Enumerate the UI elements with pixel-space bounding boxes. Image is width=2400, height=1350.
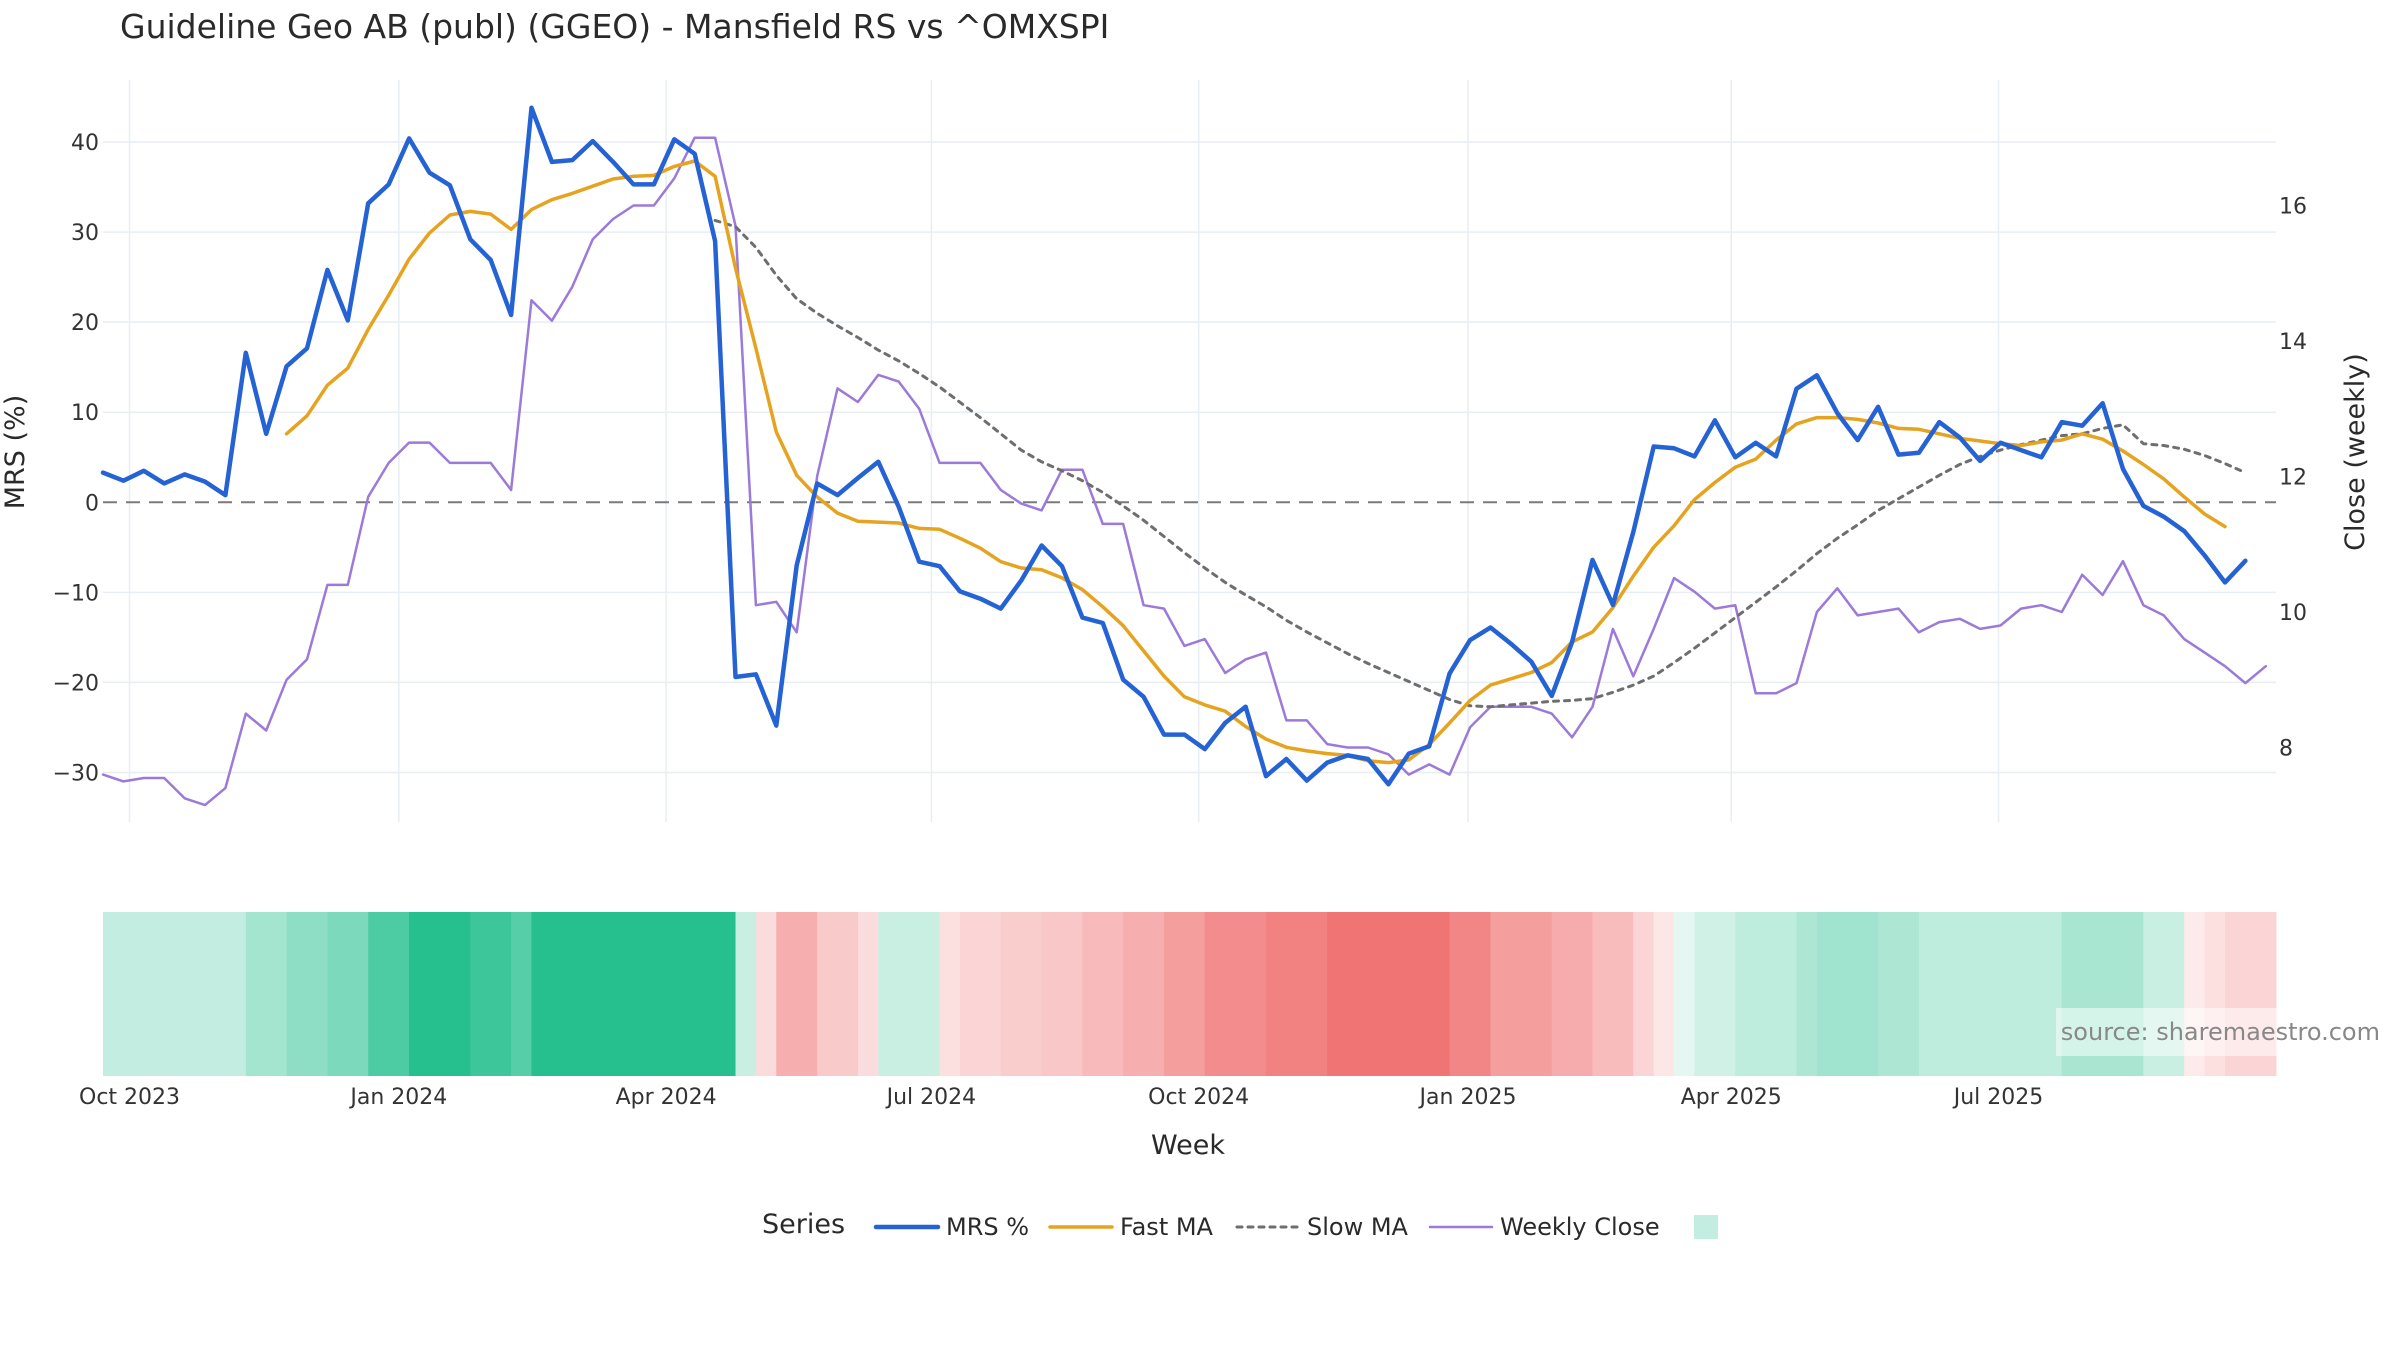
legend-swatch-strip xyxy=(1694,1215,1718,1239)
x-tick-label: Oct 2024 xyxy=(1148,1085,1249,1110)
heatmap-cell xyxy=(1592,912,1634,1076)
x-tick-label: Jul 2024 xyxy=(885,1085,977,1110)
heatmap-cell xyxy=(1918,912,1981,1076)
heatmap-cell xyxy=(511,912,532,1076)
y-right-tick-label: 16 xyxy=(2279,194,2307,219)
legend-label-slow: Slow MA xyxy=(1307,1213,1409,1241)
source-note-box xyxy=(2056,1008,2386,1056)
heatmap-cell xyxy=(1878,912,1920,1076)
y-left-tick-label: 40 xyxy=(71,131,99,156)
y-left-tick-label: 0 xyxy=(85,491,99,516)
y-left-tick-label: −10 xyxy=(53,581,99,606)
x-tick-label: Jan 2024 xyxy=(348,1085,447,1110)
x-tick-label: Apr 2024 xyxy=(616,1085,717,1110)
series-lines xyxy=(100,105,2268,807)
heatmap-cell xyxy=(1204,912,1267,1076)
y-right-tick-label: 10 xyxy=(2279,601,2307,626)
heatmap-cell xyxy=(1980,912,2063,1076)
y-right-tick-labels: 16 14 12 10 8 xyxy=(2279,194,2307,761)
heatmap-cell xyxy=(1449,912,1491,1076)
x-tick-labels: Oct 2023 Jan 2024 Apr 2024 Jul 2024 Oct 2024… xyxy=(79,1085,2043,1110)
heatmap-cell xyxy=(1266,912,1328,1076)
x-axis-title: Week xyxy=(1151,1130,1225,1161)
y-gridlines xyxy=(103,141,2276,774)
heatmap-cell xyxy=(245,912,288,1076)
x-tick-label: Jan 2025 xyxy=(1418,1085,1517,1110)
y-left-axis-title: MRS (%) xyxy=(0,395,31,510)
heatmap-cell xyxy=(1633,912,1655,1076)
source-note: source: sharemaestro.com xyxy=(2061,1018,2380,1046)
heatmap-cell xyxy=(1123,912,1165,1076)
heatmap-cell xyxy=(1816,912,1879,1076)
heatmap-cell xyxy=(1163,912,1206,1076)
y-right-tick-label: 8 xyxy=(2279,736,2293,761)
heatmap-cell xyxy=(755,912,777,1076)
y-right-tick-label: 12 xyxy=(2279,465,2307,490)
legend-label-close: Weekly Close xyxy=(1500,1213,1660,1241)
heatmap-cell xyxy=(1674,912,1695,1076)
y-left-tick-label: 20 xyxy=(71,311,99,336)
heatmap-cell xyxy=(1694,912,1736,1076)
heatmap-cell xyxy=(817,912,859,1076)
chart-title: Guideline Geo AB (publ) (GGEO) - Mansfie… xyxy=(120,7,1109,46)
heatmap-cell xyxy=(735,912,757,1076)
legend: Series MRS % Fast MA Slow MA Weekly Close xyxy=(762,1209,1718,1241)
heatmap-cell xyxy=(368,912,410,1076)
heatmap-cell xyxy=(1796,912,1818,1076)
series-line-fast xyxy=(284,159,2227,765)
legend-label-fast: Fast MA xyxy=(1120,1213,1214,1241)
heatmap-cell xyxy=(1735,912,1798,1076)
x-tick-label: Apr 2025 xyxy=(1681,1085,1782,1110)
heatmap-cell xyxy=(959,912,1002,1076)
heatmap-strip xyxy=(103,912,2277,1076)
heatmap-cell xyxy=(857,912,879,1076)
heatmap-cell xyxy=(776,912,818,1076)
y-left-tick-labels: 40 30 20 10 0 −10 −20 −30 xyxy=(53,131,99,786)
heatmap-cell xyxy=(103,912,247,1076)
heatmap-cell xyxy=(286,912,328,1076)
heatmap-cell xyxy=(1327,912,1451,1076)
x-tick-label: Jul 2025 xyxy=(1952,1085,2044,1110)
y-right-axis-title: Close (weekly) xyxy=(2340,353,2371,551)
heatmap-cell xyxy=(470,912,512,1076)
legend-label-mrs: MRS % xyxy=(946,1213,1029,1241)
series-line-close xyxy=(101,136,2268,807)
heatmap-cell xyxy=(878,912,941,1076)
heatmap-cell xyxy=(1041,912,1083,1076)
heatmap-cell xyxy=(1653,912,1675,1076)
heatmap-cell xyxy=(1490,912,1553,1076)
y-left-tick-label: −20 xyxy=(53,671,99,696)
series-line-mrs xyxy=(100,105,2248,787)
y-left-tick-label: 10 xyxy=(71,401,99,426)
heatmap-cell xyxy=(1000,912,1043,1076)
heatmap-cell xyxy=(1551,912,1593,1076)
y-left-tick-label: 30 xyxy=(71,221,99,246)
x-tick-label: Oct 2023 xyxy=(79,1085,180,1110)
heatmap-cell xyxy=(1082,912,1124,1076)
heatmap-cell xyxy=(409,912,471,1076)
y-right-tick-label: 14 xyxy=(2279,330,2307,355)
heatmap-cell xyxy=(939,912,961,1076)
heatmap-cell xyxy=(327,912,369,1076)
y-left-tick-label: −30 xyxy=(53,761,99,786)
legend-title: Series xyxy=(762,1209,845,1240)
heatmap-cell xyxy=(531,912,737,1076)
